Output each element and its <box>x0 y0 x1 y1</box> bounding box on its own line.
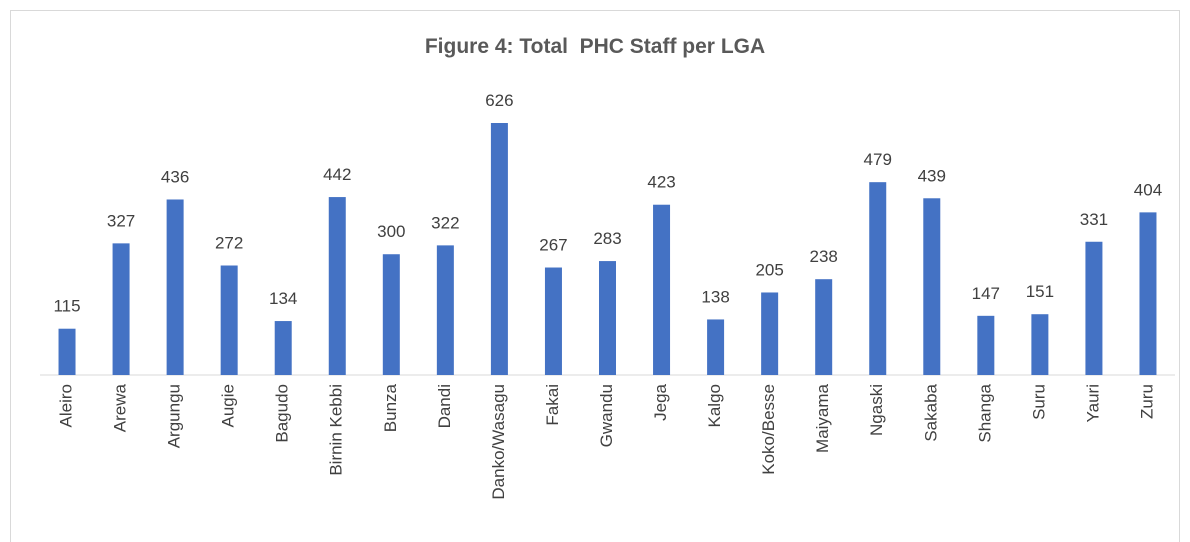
x-tick-label: Zuru <box>1137 384 1156 419</box>
bar <box>274 321 292 375</box>
data-label: 331 <box>1080 210 1108 229</box>
x-tick-label: Bunza <box>381 383 400 432</box>
data-label: 267 <box>539 236 567 255</box>
bar <box>490 123 508 375</box>
bar <box>653 204 671 375</box>
x-tick-label: Dandi <box>435 384 454 428</box>
data-label: 404 <box>1134 180 1162 199</box>
x-tick-label: Argungu <box>165 384 184 448</box>
data-label: 115 <box>53 297 80 316</box>
x-tick-label: Bagudo <box>273 384 292 443</box>
bar <box>166 199 184 375</box>
x-tick-label: Kalgo <box>705 384 724 427</box>
bar <box>112 243 130 375</box>
chart-border <box>10 10 1180 542</box>
data-label: 138 <box>701 287 729 306</box>
bar <box>977 315 995 375</box>
bar <box>923 198 941 375</box>
bar <box>761 292 779 375</box>
data-label: 238 <box>810 247 838 266</box>
data-label: 439 <box>918 166 946 185</box>
x-tick-label: Yauri <box>1083 384 1102 422</box>
data-label: 626 <box>485 91 513 110</box>
x-tick-label: Fakai <box>543 384 562 426</box>
x-tick-label: Ngaski <box>867 384 886 436</box>
x-tick-label: Sakaba <box>921 383 940 441</box>
x-tick-label: Aleiro <box>57 384 76 427</box>
data-label: 322 <box>431 213 459 232</box>
data-label: 134 <box>269 289 297 308</box>
bar <box>220 265 238 375</box>
bar <box>544 267 562 375</box>
x-tick-label: Shanga <box>975 383 994 442</box>
data-label: 300 <box>377 222 405 241</box>
x-tick-label: Danko/Wasagu <box>489 384 508 500</box>
data-label: 205 <box>755 260 783 279</box>
data-label: 327 <box>107 211 135 230</box>
data-label: 147 <box>972 284 1000 303</box>
data-label: 283 <box>593 229 621 248</box>
x-tick-label: Augie <box>219 384 238 427</box>
x-tick-label: Gwandu <box>597 384 616 447</box>
x-tick-label: Suru <box>1029 384 1048 420</box>
bar <box>869 182 887 375</box>
data-label: 423 <box>647 173 675 192</box>
bar <box>599 261 616 375</box>
data-label: 442 <box>323 165 351 184</box>
data-label: 272 <box>215 234 243 253</box>
data-label: 436 <box>161 167 189 186</box>
bar <box>1085 241 1103 375</box>
x-tick-label: Maiyama <box>813 383 832 453</box>
x-tick-label: Jega <box>651 383 670 420</box>
x-tick-label: Koko/Besse <box>759 384 778 475</box>
bar <box>1031 314 1049 375</box>
bar <box>382 254 400 375</box>
bar <box>815 279 833 375</box>
chart-title: Figure 4: Total PHC Staff per LGA <box>425 35 765 58</box>
bar <box>1139 212 1157 375</box>
data-label: 479 <box>864 150 892 169</box>
x-tick-label: Arewa <box>111 383 130 432</box>
data-label: 151 <box>1026 282 1054 301</box>
bar <box>58 328 76 375</box>
bar <box>436 245 454 375</box>
bar <box>328 197 346 375</box>
x-tick-label: Birnin Kebbi <box>327 384 346 476</box>
bar <box>707 319 725 375</box>
